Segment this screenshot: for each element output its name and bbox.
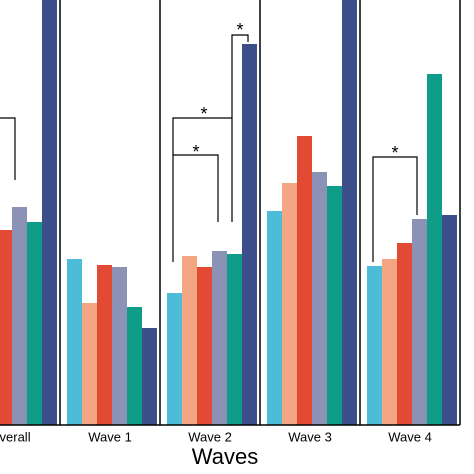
bar	[342, 0, 357, 425]
bar	[427, 74, 442, 425]
bar	[382, 259, 397, 425]
bracket	[0, 117, 16, 180]
bar	[367, 266, 382, 425]
plot-area	[0, 0, 457, 425]
bar	[97, 265, 112, 425]
bracket	[231, 34, 249, 118]
bar	[42, 0, 57, 425]
bar	[442, 215, 457, 425]
bar	[197, 267, 212, 425]
annotation: *	[236, 20, 243, 40]
bar	[142, 328, 157, 425]
bar	[242, 44, 257, 425]
bar	[412, 219, 427, 425]
bar	[212, 251, 227, 425]
bar	[167, 293, 182, 425]
x-tick-label: Wave 4	[388, 429, 432, 444]
bar	[0, 230, 12, 425]
x-tick-label: Wave 3	[288, 429, 332, 444]
bar	[127, 307, 142, 425]
bar	[327, 186, 342, 425]
bar	[282, 183, 297, 425]
bar	[27, 222, 42, 425]
bar	[12, 207, 27, 425]
x-tick-label: Wave 1	[88, 429, 132, 444]
bar	[67, 259, 82, 425]
bar	[297, 136, 312, 425]
annotation: *	[391, 143, 398, 163]
bar	[82, 303, 97, 425]
bracket	[172, 154, 219, 262]
x-axis-label: Waves	[192, 444, 258, 469]
bar	[112, 267, 127, 425]
annotation: *	[200, 104, 207, 124]
bar	[267, 211, 282, 425]
x-tick-label: Overall	[0, 429, 31, 444]
bar	[397, 243, 412, 425]
annotation: *	[192, 142, 199, 162]
bar	[312, 172, 327, 425]
bar	[182, 256, 197, 425]
significance-brackets	[0, 34, 418, 262]
bar	[227, 254, 242, 425]
bracket	[172, 117, 233, 222]
x-tick-label: Wave 2	[188, 429, 232, 444]
bracket	[372, 156, 418, 262]
